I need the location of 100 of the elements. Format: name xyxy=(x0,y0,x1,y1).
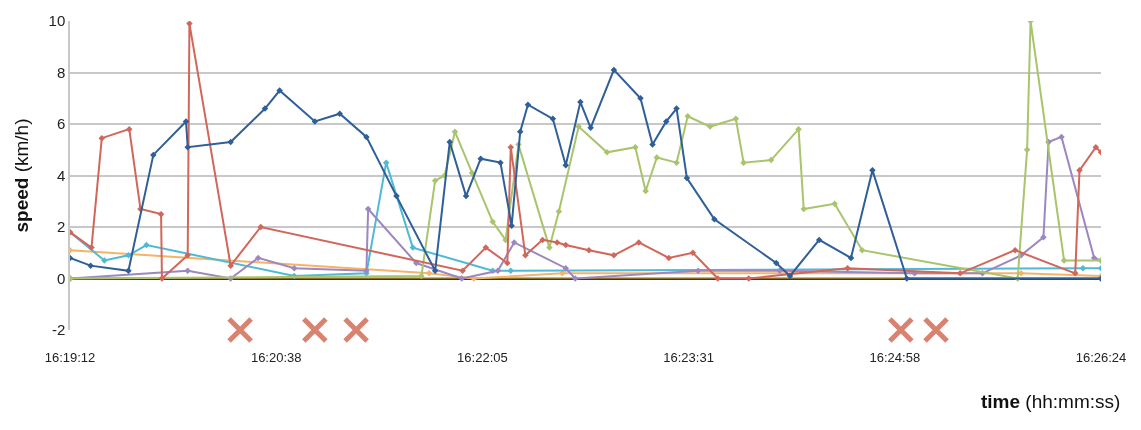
point xyxy=(254,254,262,262)
point xyxy=(451,128,459,135)
point xyxy=(711,216,718,223)
point xyxy=(87,262,94,269)
point xyxy=(101,257,108,264)
point xyxy=(382,159,390,166)
point xyxy=(184,143,191,151)
y-tick-label: 2 xyxy=(56,218,66,236)
point xyxy=(689,249,697,256)
point xyxy=(301,316,329,344)
point xyxy=(956,270,964,277)
point xyxy=(1071,270,1079,277)
point xyxy=(290,264,298,272)
point xyxy=(150,151,157,159)
point xyxy=(186,21,193,27)
point xyxy=(1023,146,1031,153)
point xyxy=(815,236,823,244)
point xyxy=(184,252,191,259)
point xyxy=(494,267,502,275)
point xyxy=(637,95,644,102)
point xyxy=(847,254,855,262)
point xyxy=(922,316,950,344)
line-series xyxy=(70,21,1101,282)
point xyxy=(745,275,752,282)
point xyxy=(575,123,582,130)
point xyxy=(673,159,680,166)
point xyxy=(125,267,132,275)
point xyxy=(831,200,838,208)
y-tick-label: 8 xyxy=(56,63,66,81)
point xyxy=(507,143,514,151)
x-tick-label: 16:23:31 xyxy=(663,350,714,365)
point xyxy=(684,113,691,120)
y-tick-label: 6 xyxy=(56,115,66,133)
point xyxy=(632,143,639,151)
point xyxy=(776,267,783,275)
point xyxy=(516,128,524,135)
point xyxy=(887,316,915,344)
point xyxy=(459,267,466,275)
point xyxy=(409,244,417,251)
x-axis-title: time (hh:mm:ss) xyxy=(981,391,1121,412)
y-tick-label: 0 xyxy=(56,269,66,287)
point xyxy=(800,205,807,213)
point xyxy=(431,267,439,275)
point xyxy=(276,87,283,94)
point xyxy=(508,222,515,229)
point xyxy=(227,262,234,269)
point xyxy=(336,110,344,117)
point xyxy=(587,124,594,132)
point xyxy=(1092,143,1100,151)
y-tick-label: 4 xyxy=(56,166,66,184)
point xyxy=(88,244,95,251)
point xyxy=(649,141,656,148)
point xyxy=(673,105,680,112)
point xyxy=(549,115,557,123)
point xyxy=(431,177,439,184)
point xyxy=(425,270,433,277)
point xyxy=(507,267,514,275)
point xyxy=(489,218,496,226)
point xyxy=(562,241,569,249)
point xyxy=(482,244,490,251)
point xyxy=(522,252,529,259)
point xyxy=(562,264,569,272)
x-tick-label: 16:20:38 xyxy=(250,350,302,365)
y-axis-title: speed (km/h) xyxy=(10,118,32,233)
point xyxy=(98,134,106,142)
point xyxy=(786,272,794,280)
point xyxy=(772,259,780,267)
point xyxy=(226,316,254,344)
point xyxy=(1076,167,1083,174)
point xyxy=(683,174,691,182)
y-tick-label: -2 xyxy=(51,321,66,339)
y-tick-label: 10 xyxy=(48,12,66,30)
point xyxy=(477,155,484,163)
point xyxy=(663,118,670,125)
point xyxy=(468,169,476,177)
point xyxy=(635,239,643,246)
x-tick-label: 16:26:24 xyxy=(1075,350,1127,365)
point xyxy=(497,159,504,166)
point xyxy=(126,125,133,133)
point xyxy=(740,159,747,166)
point xyxy=(732,115,740,123)
point xyxy=(125,252,132,259)
point xyxy=(446,138,453,146)
point xyxy=(342,316,370,344)
point xyxy=(610,66,618,74)
point xyxy=(1011,246,1019,254)
point xyxy=(184,267,191,275)
point xyxy=(510,239,518,246)
point xyxy=(610,252,618,259)
point xyxy=(767,156,775,164)
point xyxy=(858,246,866,254)
point xyxy=(665,254,673,262)
x-tick-label: 16:22:05 xyxy=(457,350,508,365)
point xyxy=(1040,234,1047,241)
x-tick-label: 16:19:12 xyxy=(44,350,96,365)
point xyxy=(694,267,702,275)
point xyxy=(585,246,593,254)
point xyxy=(1079,264,1087,272)
point xyxy=(157,210,165,218)
x-tick-label: 16:24:58 xyxy=(869,350,921,365)
